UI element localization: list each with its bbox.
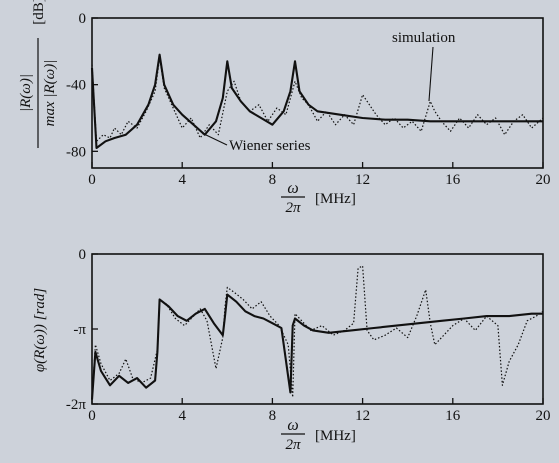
magnitude-plot-frame (91, 17, 544, 169)
annotation-simulation-pointer (428, 46, 434, 102)
magnitude-series (90, 53, 544, 150)
phase-xtick-label: 4 (178, 408, 186, 424)
magnitude-xtick-label: 8 (269, 172, 277, 188)
phase-xlabel-denominator: 2π (285, 437, 301, 453)
magnitude-ylabel-denominator: max |R(ω)| (42, 60, 58, 127)
magnitude-chart: 0 4 8 12 16 200-40-80 |R(ω)| max |R(ω)| [dB] … (18, 0, 551, 216)
annotation-wiener-series: Wiener series (229, 138, 311, 154)
annotation-simulation: simulation (392, 30, 456, 46)
magnitude-ylabel-unit: [dB] (31, 0, 47, 25)
magnitude-ytick-label: -40 (66, 78, 86, 94)
phase-xtick-label: 12 (355, 408, 370, 424)
phase-xlabel-numerator: ω (287, 417, 298, 434)
phase-ylabel: φ(R(ω)) [rad] (32, 288, 48, 372)
phase-line-simulation (91, 265, 544, 400)
phase-xtick-label: 16 (445, 408, 461, 424)
magnitude-xtick-label: 0 (88, 172, 96, 188)
magnitude-ylabel-numerator: |R(ω)| (18, 74, 34, 112)
magnitude-line-simulation (91, 57, 544, 142)
magnitude-xlabel-denominator: 2π (285, 200, 301, 216)
phase-line-wiener-series (90, 293, 543, 400)
phase-series (90, 265, 544, 400)
phase-xtick-label: 0 (88, 408, 96, 424)
phase-xlabel-unit: [MHz] (315, 428, 356, 444)
phase-ytick-label: -2π (66, 397, 86, 413)
magnitude-xlabel-unit: [MHz] (315, 191, 356, 207)
magnitude-line-wiener-series (90, 53, 543, 150)
magnitude-xtick-label: 20 (536, 172, 551, 188)
magnitude-xtick-label: 12 (355, 172, 370, 188)
annotation-wiener-pointer (203, 133, 228, 146)
phase-ytick-label: 0 (79, 247, 87, 263)
phase-xtick-label: 20 (536, 408, 551, 424)
magnitude-xtick-label: 4 (178, 172, 186, 188)
magnitude-xlabel-numerator: ω (287, 180, 298, 197)
magnitude-ylabel: |R(ω)| max |R(ω)| [dB] (18, 0, 58, 148)
magnitude-ytick-label: 0 (79, 11, 87, 27)
magnitude-xlabel: ω 2π [MHz] (281, 180, 356, 216)
phase-chart: 0 4 8 12 16 20 0 -π -2π φ(R(ω)) [rad] ω 2π [MHz] (32, 247, 551, 453)
phase-xtick-label: 8 (269, 408, 277, 424)
magnitude-xtick-label: 16 (445, 172, 461, 188)
magnitude-ytick-label: -80 (66, 144, 86, 160)
magnitude-ticks: 0 4 8 12 16 20 0 -40 -80 (66, 11, 551, 188)
phase-plot-frame (91, 253, 544, 405)
phase-xlabel: ω 2π [MHz] (281, 417, 356, 453)
phase-ticks: 0 4 8 12 16 20 0 -π -2π (66, 247, 551, 424)
phase-ytick-label: -π (73, 322, 86, 338)
